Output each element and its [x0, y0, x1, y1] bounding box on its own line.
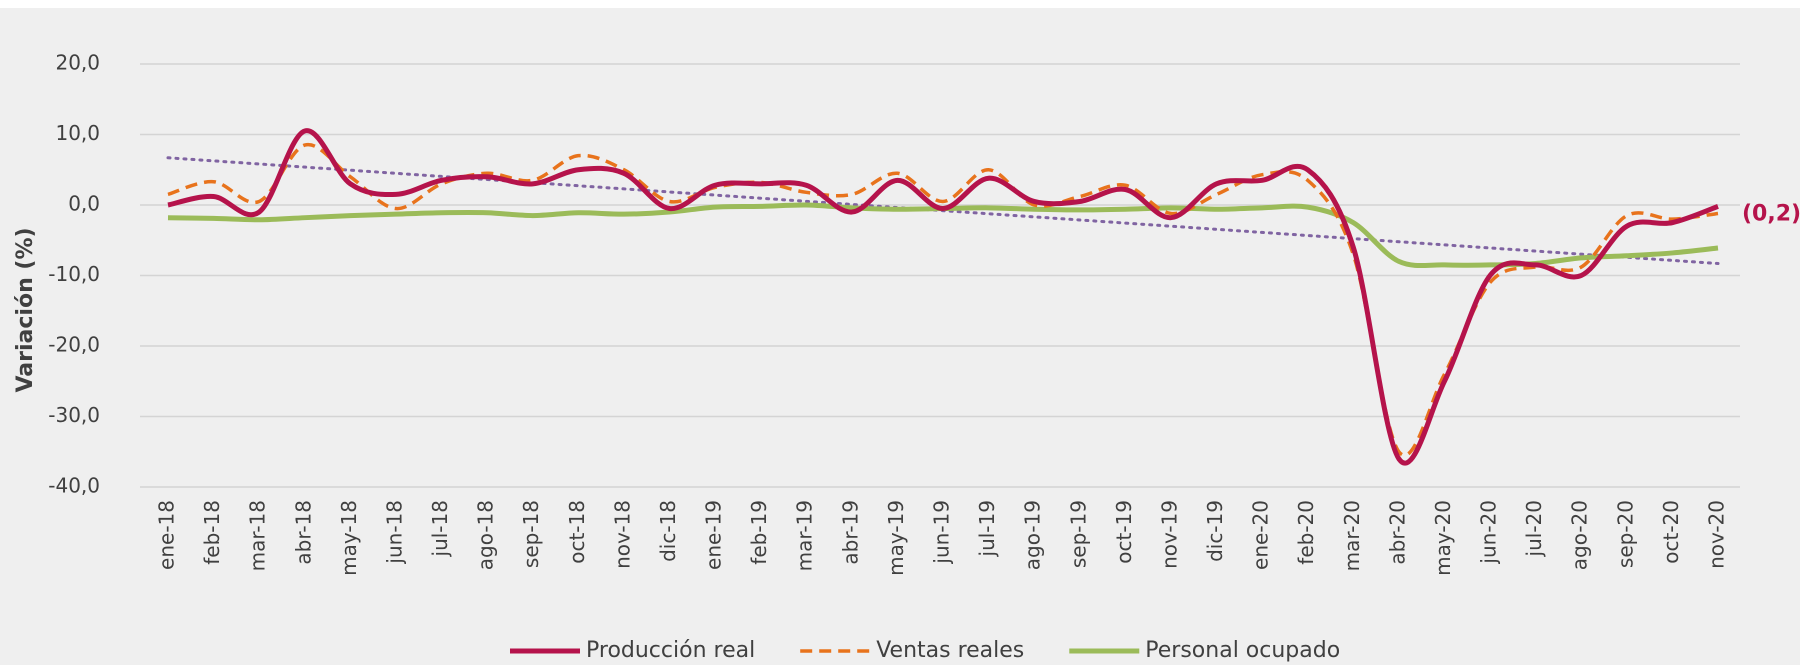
legend-label: Personal ocupado	[1145, 638, 1340, 663]
x-tick-label: jul-19	[975, 500, 999, 557]
x-tick-label: jul-18	[428, 500, 452, 557]
x-tick-label: abr-20	[1385, 500, 1409, 565]
x-tick-label: nov-20	[1705, 500, 1729, 569]
y-tick-label: 10,0	[55, 121, 100, 145]
x-tick-label: dic-18	[656, 500, 680, 562]
x-tick-label: feb-18	[200, 500, 224, 565]
x-tick-label: sep-20	[1613, 500, 1637, 568]
x-tick-label: may-18	[337, 500, 361, 576]
y-tick-label: 0,0	[68, 192, 100, 216]
x-tick-label: ago-18	[474, 500, 498, 570]
x-tick-label: may-19	[884, 500, 908, 576]
y-tick-label: -10,0	[48, 262, 100, 286]
x-tick-label: ago-20	[1568, 500, 1592, 570]
y-tick-label: -20,0	[48, 333, 100, 357]
x-tick-label: abr-18	[291, 500, 315, 565]
x-tick-label: may-20	[1431, 500, 1455, 576]
x-tick-label: nov-18	[610, 500, 634, 569]
legend-label: Producción real	[586, 638, 755, 663]
x-tick-label: jun-19	[930, 500, 954, 565]
x-tick-label: sep-19	[1066, 500, 1090, 568]
y-axis-title: Variación (%)	[13, 227, 38, 392]
x-tick-label: ago-19	[1021, 500, 1045, 570]
y-tick-label: -30,0	[48, 403, 100, 427]
x-tick-label: oct-19	[1112, 500, 1136, 564]
x-tick-label: ene-19	[702, 500, 726, 570]
y-tick-label: 20,0	[55, 51, 100, 75]
y-tick-label: -40,0	[48, 474, 100, 498]
x-tick-label: ene-20	[1249, 500, 1273, 570]
x-tick-label: jun-18	[382, 500, 406, 565]
x-tick-label: mar-20	[1340, 500, 1364, 571]
series-line	[167, 128, 1719, 466]
x-tick-label: mar-19	[793, 500, 817, 571]
x-tick-label: sep-18	[519, 500, 543, 568]
x-tick-label: mar-18	[246, 500, 270, 571]
x-tick-label: dic-19	[1203, 500, 1227, 562]
x-tick-label: feb-20	[1294, 500, 1318, 565]
x-tick-label: jul-20	[1522, 500, 1546, 557]
x-tick-label: feb-19	[747, 500, 771, 565]
background	[0, 8, 1800, 665]
data-label: (0,2)	[1742, 201, 1800, 226]
x-tick-label: oct-18	[565, 500, 589, 564]
x-tick-label: ene-18	[155, 500, 179, 570]
x-tick-label: jun-20	[1477, 500, 1501, 565]
x-tick-label: oct-20	[1659, 500, 1683, 564]
legend-label: Ventas reales	[876, 638, 1024, 663]
x-tick-label: abr-19	[838, 500, 862, 565]
x-tick-label: nov-19	[1157, 500, 1181, 569]
